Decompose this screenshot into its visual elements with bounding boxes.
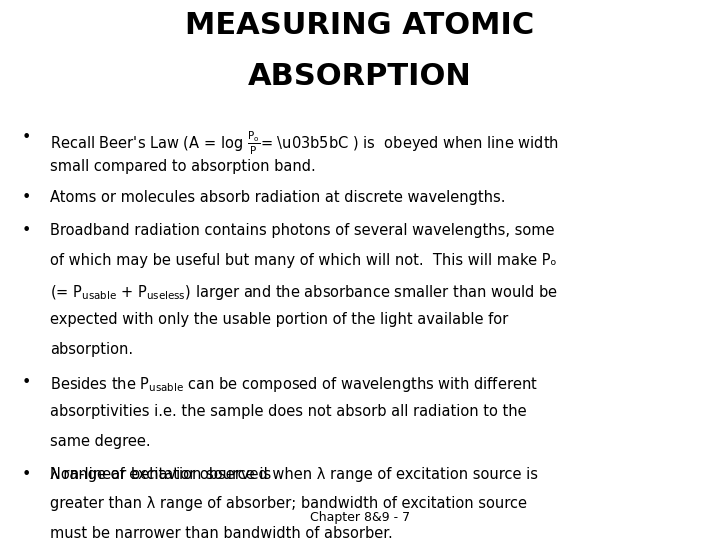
Text: •: •	[22, 130, 31, 145]
Text: greater than λ range of absorber; bandwidth of excitation source: greater than λ range of absorber; bandwi…	[50, 496, 527, 511]
Text: •: •	[22, 375, 31, 390]
Text: •: •	[22, 467, 31, 482]
Text: same degree.: same degree.	[50, 434, 151, 449]
Text: Broadband radiation contains photons of several wavelengths, some: Broadband radiation contains photons of …	[50, 223, 555, 238]
Text: Chapter 8&9 - 7: Chapter 8&9 - 7	[310, 511, 410, 524]
Text: •: •	[22, 191, 31, 206]
Text: small compared to absorption band.: small compared to absorption band.	[50, 159, 316, 174]
Text: ABSORPTION: ABSORPTION	[248, 62, 472, 91]
Text: absorption.: absorption.	[50, 342, 133, 357]
Text: MEASURING ATOMIC: MEASURING ATOMIC	[185, 11, 535, 40]
Text: Besides the P$_\mathregular{usable}$ can be composed of wavelengths with differe: Besides the P$_\mathregular{usable}$ can…	[50, 375, 538, 394]
Text: expected with only the usable portion of the light available for: expected with only the usable portion of…	[50, 312, 508, 327]
Text: absorptivities i.e. the sample does not absorb all radiation to the: absorptivities i.e. the sample does not …	[50, 404, 527, 420]
Text: Non-linear behavior observed when λ range of excitation source is: Non-linear behavior observed when λ rang…	[50, 467, 539, 482]
Text: must be narrower than bandwidth of absorber.: must be narrower than bandwidth of absor…	[50, 526, 393, 540]
Text: of which may be useful but many of which will not.  This will make Pₒ: of which may be useful but many of which…	[50, 253, 557, 268]
Text: Recall Beer's Law (A = log $\mathregular{\frac{P_o}{P}}$= \u03b5bC ) is  obeyed : Recall Beer's Law (A = log $\mathregular…	[50, 130, 559, 157]
Text: (= P$_\mathregular{usable}$ + P$_\mathregular{useless}$) larger and the absorban: (= P$_\mathregular{usable}$ + P$_\mathre…	[50, 282, 559, 301]
Text: Atoms or molecules absorb radiation at discrete wavelengths.: Atoms or molecules absorb radiation at d…	[50, 191, 506, 206]
Text: λ range of excitation source is: λ range of excitation source is	[50, 467, 271, 482]
Text: •: •	[22, 223, 31, 238]
